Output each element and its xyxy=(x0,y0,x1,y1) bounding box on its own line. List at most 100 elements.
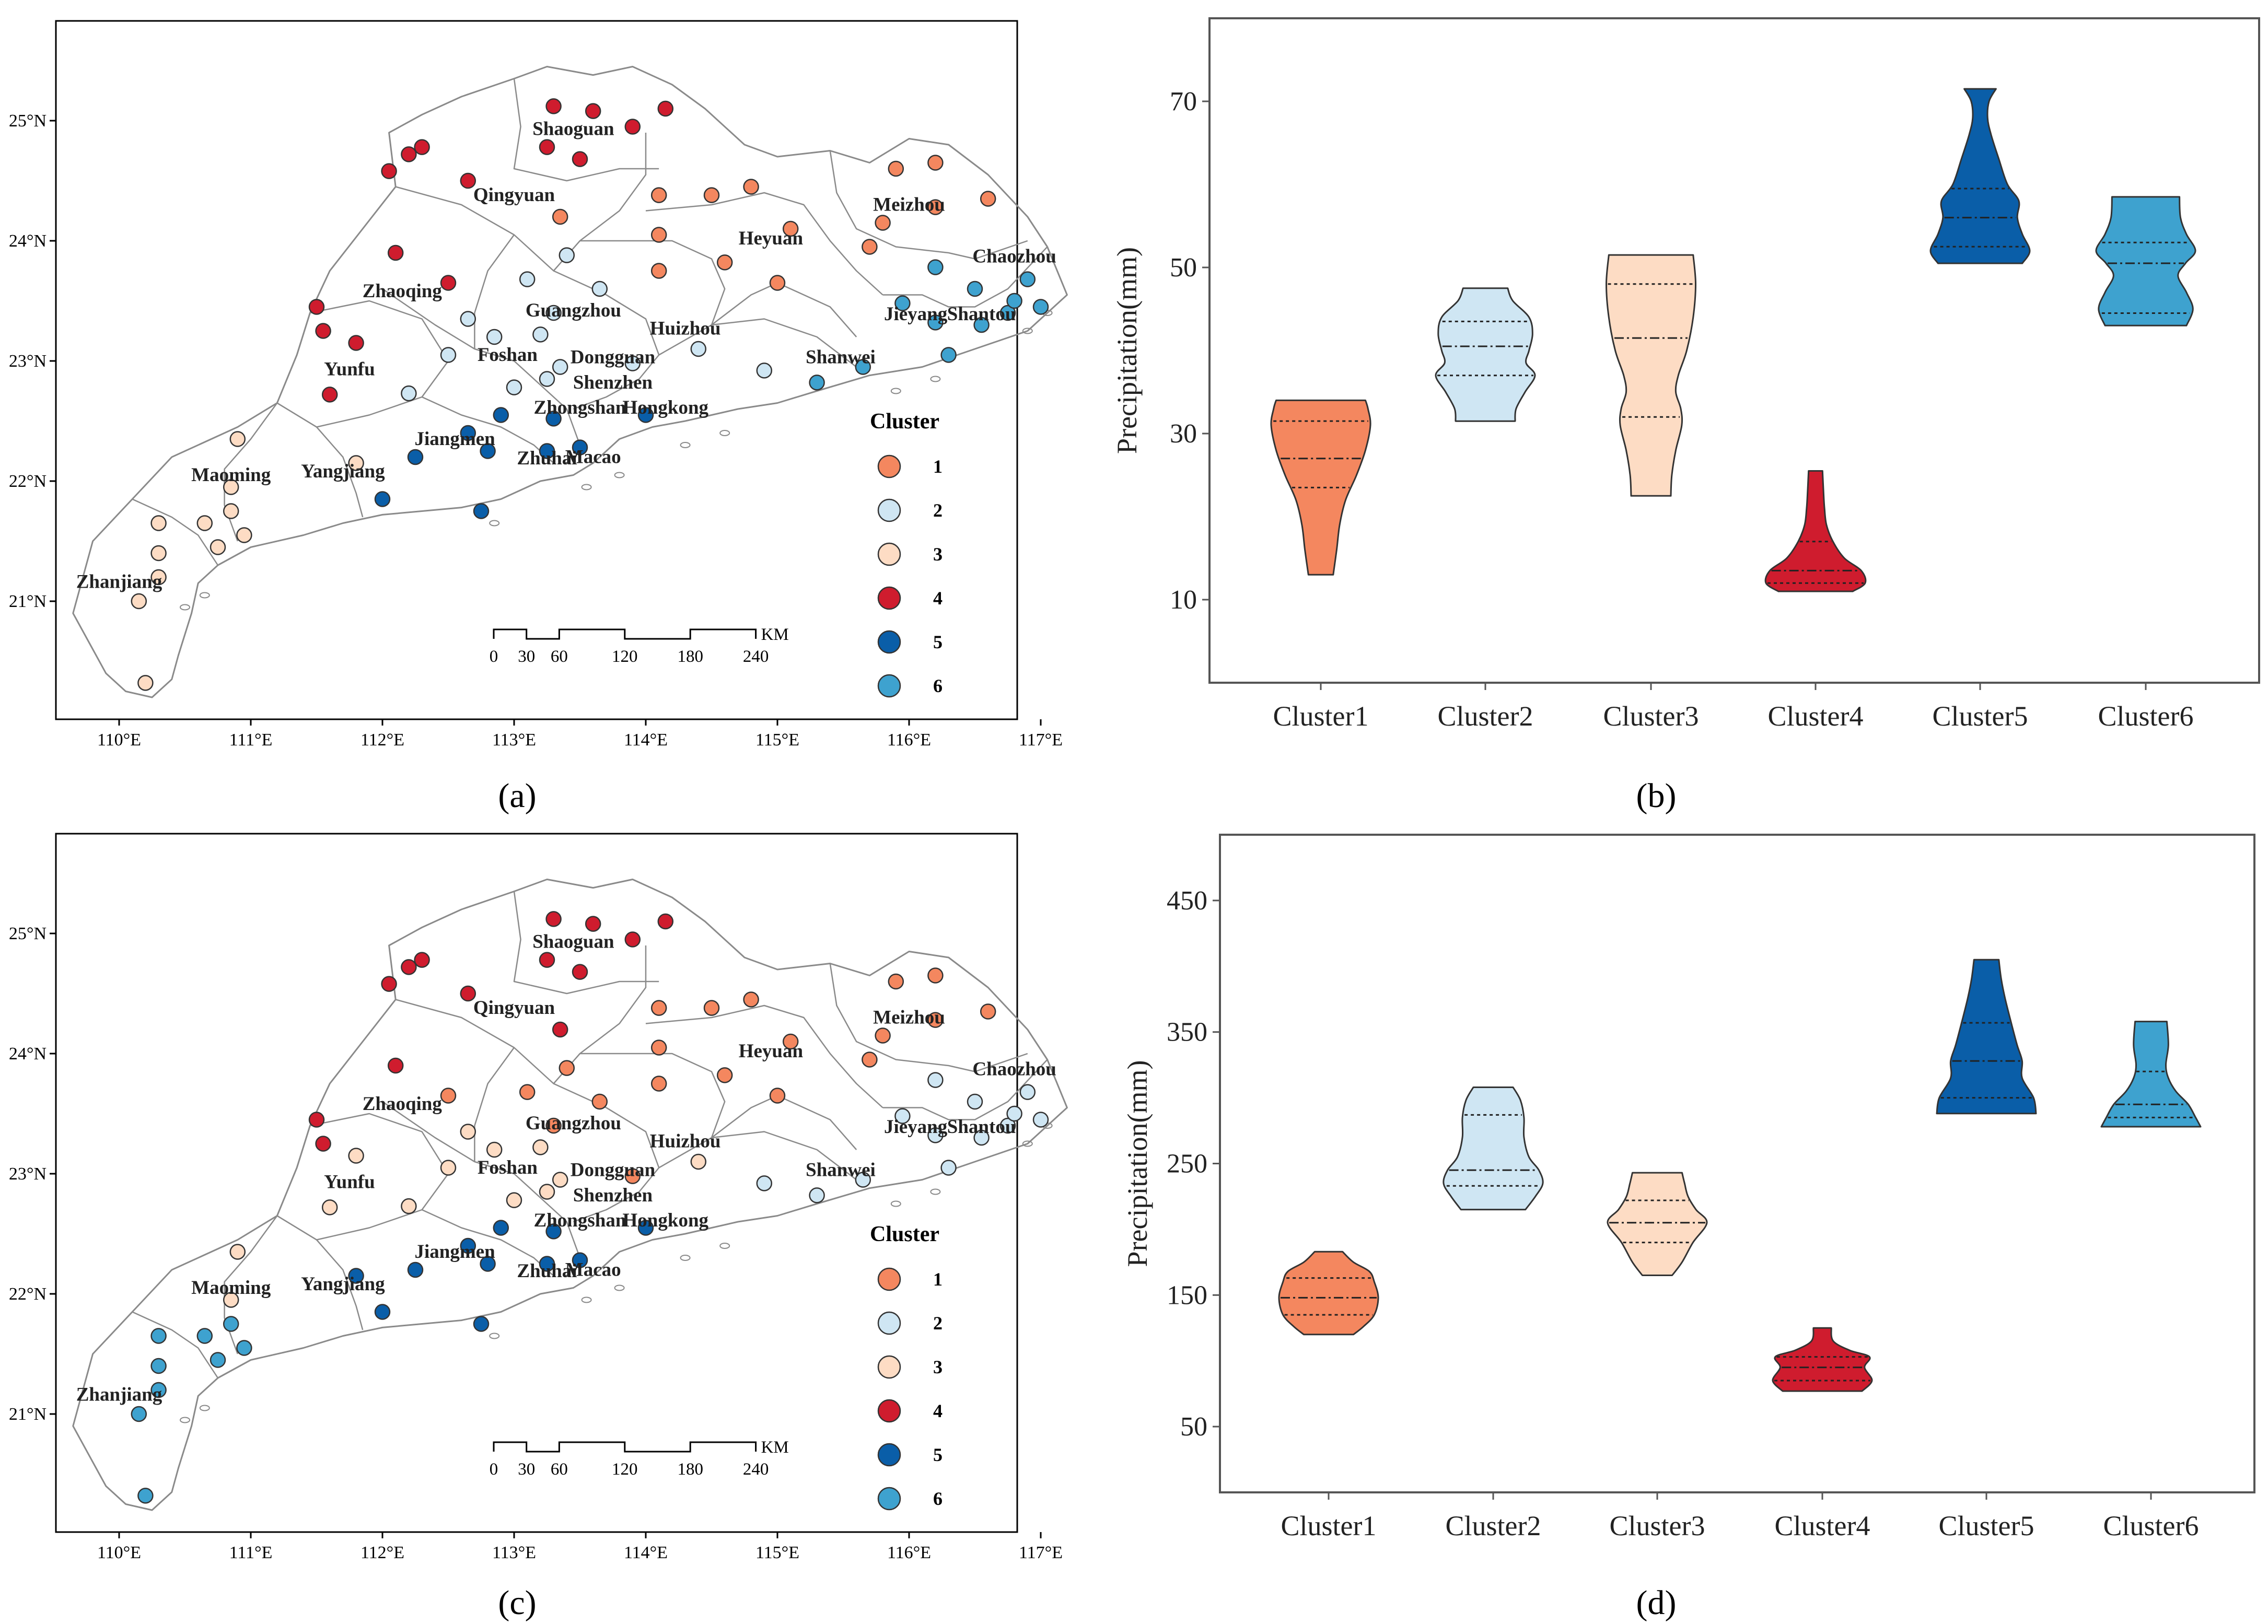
station-marker xyxy=(308,299,325,315)
station-marker xyxy=(927,314,944,331)
lat-tick-label: 23°N xyxy=(9,1164,46,1184)
city-label: Qingyuan xyxy=(473,997,555,1019)
scale-label: 30 xyxy=(518,647,535,666)
violin-cluster3 xyxy=(1607,1172,1708,1276)
station-marker xyxy=(967,1093,983,1110)
station-marker xyxy=(552,359,568,375)
station-marker xyxy=(650,1000,667,1016)
city-boundary xyxy=(132,498,219,566)
city-label: Jiangmen xyxy=(415,428,496,450)
station-marker xyxy=(196,515,213,531)
station-marker xyxy=(321,387,338,403)
station-marker xyxy=(591,1093,608,1110)
island xyxy=(680,442,691,448)
station-marker xyxy=(150,1382,167,1398)
station-marker xyxy=(460,985,476,1002)
island xyxy=(614,1284,625,1291)
x-tick-label: Cluster6 xyxy=(2103,1510,2199,1541)
legend-swatch xyxy=(877,454,901,478)
island xyxy=(1022,1140,1033,1147)
city-label: Jieyang xyxy=(884,1116,948,1138)
station-marker xyxy=(381,976,397,992)
legend-swatch xyxy=(877,542,901,566)
violin-cluster1 xyxy=(1270,399,1371,576)
lat-tick-label: 25°N xyxy=(9,924,46,943)
station-marker xyxy=(572,964,588,980)
station-marker xyxy=(690,1153,707,1170)
station-marker xyxy=(519,1084,536,1100)
island xyxy=(199,1405,210,1411)
station-marker xyxy=(927,199,944,215)
legend-swatch xyxy=(877,586,901,610)
station-marker xyxy=(552,1172,568,1188)
map-panel-a: 110°E 111°E 112°E 113°E 114°E 115°E 116°E 117°E… xyxy=(9,20,1068,750)
station-marker xyxy=(348,335,364,351)
city-label: Shanwei xyxy=(806,1160,876,1181)
station-marker xyxy=(223,479,239,495)
city-boundary xyxy=(513,891,659,995)
y-tick-label: 350 xyxy=(1167,1018,1207,1047)
station-marker xyxy=(460,311,476,327)
station-marker xyxy=(223,1292,239,1308)
city-label: Zhongshan xyxy=(534,397,626,418)
station-marker xyxy=(137,1488,154,1504)
y-tick-label: 30 xyxy=(1170,419,1197,449)
lat-tick-label: 21°N xyxy=(9,1405,46,1424)
city-boundary xyxy=(513,78,659,182)
violin-cluster3 xyxy=(1606,254,1696,497)
station-marker xyxy=(440,275,457,291)
station-marker xyxy=(387,244,404,261)
station-marker xyxy=(552,1021,568,1038)
lon-tick-label: 117°E xyxy=(1019,1543,1063,1562)
station-marker xyxy=(650,227,667,243)
station-marker xyxy=(940,1160,957,1176)
lon-tick-label: 117°E xyxy=(1019,730,1063,750)
station-marker xyxy=(539,1184,555,1200)
station-marker xyxy=(927,155,944,171)
scale-bar xyxy=(493,628,757,640)
station-marker xyxy=(506,379,522,395)
legend-label: 6 xyxy=(933,675,943,696)
x-tick-label: Cluster2 xyxy=(1446,1510,1541,1541)
station-marker xyxy=(756,363,773,379)
legend-label: 1 xyxy=(933,456,943,477)
city-boundary xyxy=(276,1113,449,1241)
station-marker xyxy=(480,1256,496,1272)
city-label: Shenzhen xyxy=(573,372,653,393)
city-boundary xyxy=(474,234,515,349)
station-marker xyxy=(401,1198,417,1214)
city-boundary xyxy=(829,963,1028,1072)
y-axis-title: Precipitation(mm) xyxy=(1111,247,1143,454)
station-marker xyxy=(637,1220,654,1236)
station-marker xyxy=(348,1148,364,1164)
station-marker xyxy=(703,187,720,203)
legend-label: 5 xyxy=(933,1444,943,1465)
legend-title: Cluster xyxy=(870,1222,939,1246)
island xyxy=(890,388,901,394)
city-label: Meizhou xyxy=(873,1007,945,1029)
station-marker xyxy=(585,103,601,119)
x-tick-label: Cluster4 xyxy=(1775,1510,1870,1541)
panel-label-a: (a) xyxy=(498,777,536,815)
city-label: Jieyang xyxy=(884,303,948,325)
island xyxy=(719,430,730,436)
station-marker xyxy=(348,1268,364,1284)
y-tick-label: 50 xyxy=(1180,1412,1207,1442)
station-marker xyxy=(927,1072,944,1088)
legend-label: 3 xyxy=(933,544,943,565)
station-marker xyxy=(657,100,674,117)
city-label: Foshan xyxy=(478,1157,538,1178)
lon-tick-label: 116°E xyxy=(887,730,931,750)
station-marker xyxy=(315,323,331,339)
legend-label: 2 xyxy=(933,1313,943,1334)
city-label: Zhaoqing xyxy=(363,281,443,302)
station-marker xyxy=(862,239,878,255)
station-marker xyxy=(559,247,575,263)
island xyxy=(581,1296,592,1303)
lat-tick-label: 24°N xyxy=(9,1044,46,1064)
city-label: Yangjiang xyxy=(301,1274,385,1295)
city-label: Zhanjiang xyxy=(76,1384,162,1406)
station-marker xyxy=(999,1117,1016,1134)
city-label: Hongkong xyxy=(623,397,709,418)
station-marker xyxy=(150,569,167,586)
